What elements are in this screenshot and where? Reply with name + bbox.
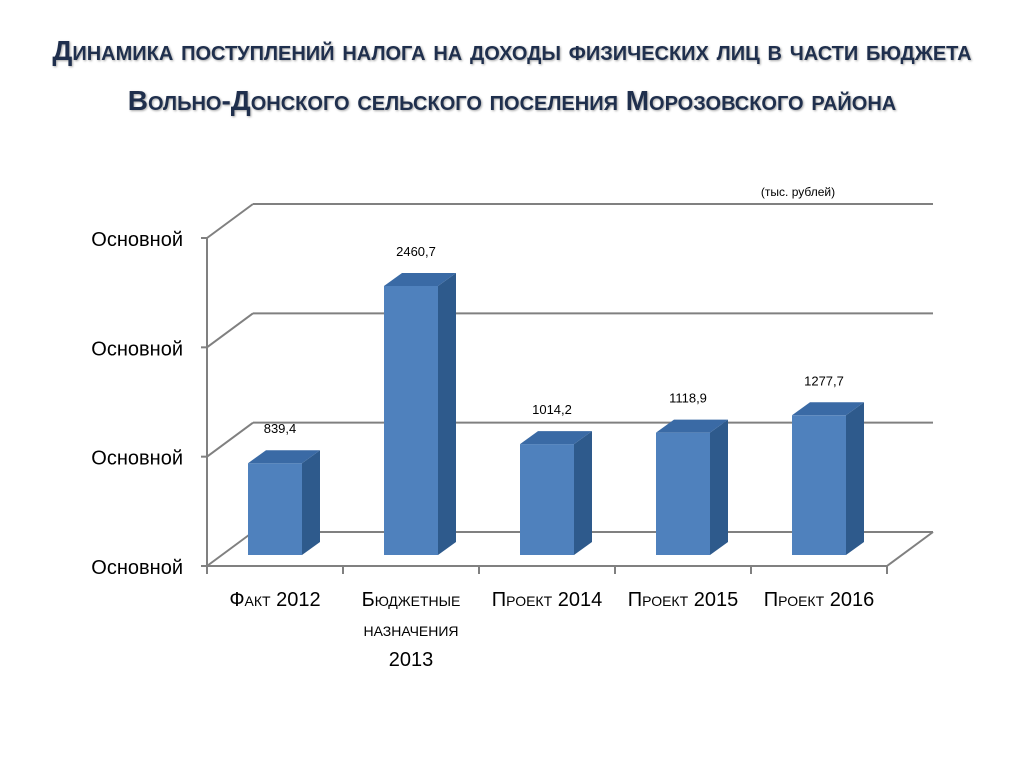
chart-data-labels: 839,4 2460,7 1014,2 1118,9 1277,7 [264,244,844,436]
gridline-diagonal [206,312,254,349]
x-tick-label: Проект 2016 [764,589,874,611]
y-axis-tick-labels: Основной Основной Основной Основной [91,229,183,579]
bar-top [520,431,592,445]
bar [248,450,320,555]
bar-top [248,450,320,464]
data-label: 2460,7 [396,244,436,259]
bar-top [792,402,864,416]
gridline-diagonal [206,531,254,567]
gridline-diagonal [206,203,254,239]
bar-top [656,419,728,433]
data-label: 1118,9 [669,391,707,406]
y-tick-label: Основной [91,229,183,251]
x-tick-label: Факт 2012 [229,589,320,611]
floor-edge [886,531,934,567]
bar-front [792,415,846,555]
y-tick-label: Основной [91,338,183,360]
bar [384,272,456,555]
x-axis-tick-labels: Факт 2012 Бюджетные назначения 2013 Проект 2… [229,589,874,671]
bar [656,419,728,555]
bar [792,402,864,555]
y-tick-label: Основной [91,448,183,470]
gridline-diagonal [206,421,254,458]
data-label: 1277,7 [804,373,844,388]
x-tick-label: Проект 2015 [628,589,738,611]
chart-gridlines [201,203,934,574]
slide-title: Динамика поступлений налога на доходы фи… [52,35,972,116]
bar-front [248,463,302,555]
bar-side [438,272,456,555]
bar-side [302,450,320,555]
bar-front [384,285,438,555]
x-tick-label: Проект 2014 [492,589,602,611]
bar-front [656,432,710,555]
unit-note: (тыс. рублей) [761,185,835,199]
bar [520,431,592,555]
data-label: 1014,2 [532,402,572,417]
bar-front [520,444,574,555]
y-tick-label: Основной [91,557,183,579]
chart-bars [248,272,864,555]
bar-top [384,272,456,286]
x-tick-label: Бюджетные назначения 2013 [362,589,461,671]
bar-side [846,402,864,555]
bar-side [710,419,728,555]
bar-side [574,431,592,555]
data-label: 839,4 [264,421,297,436]
